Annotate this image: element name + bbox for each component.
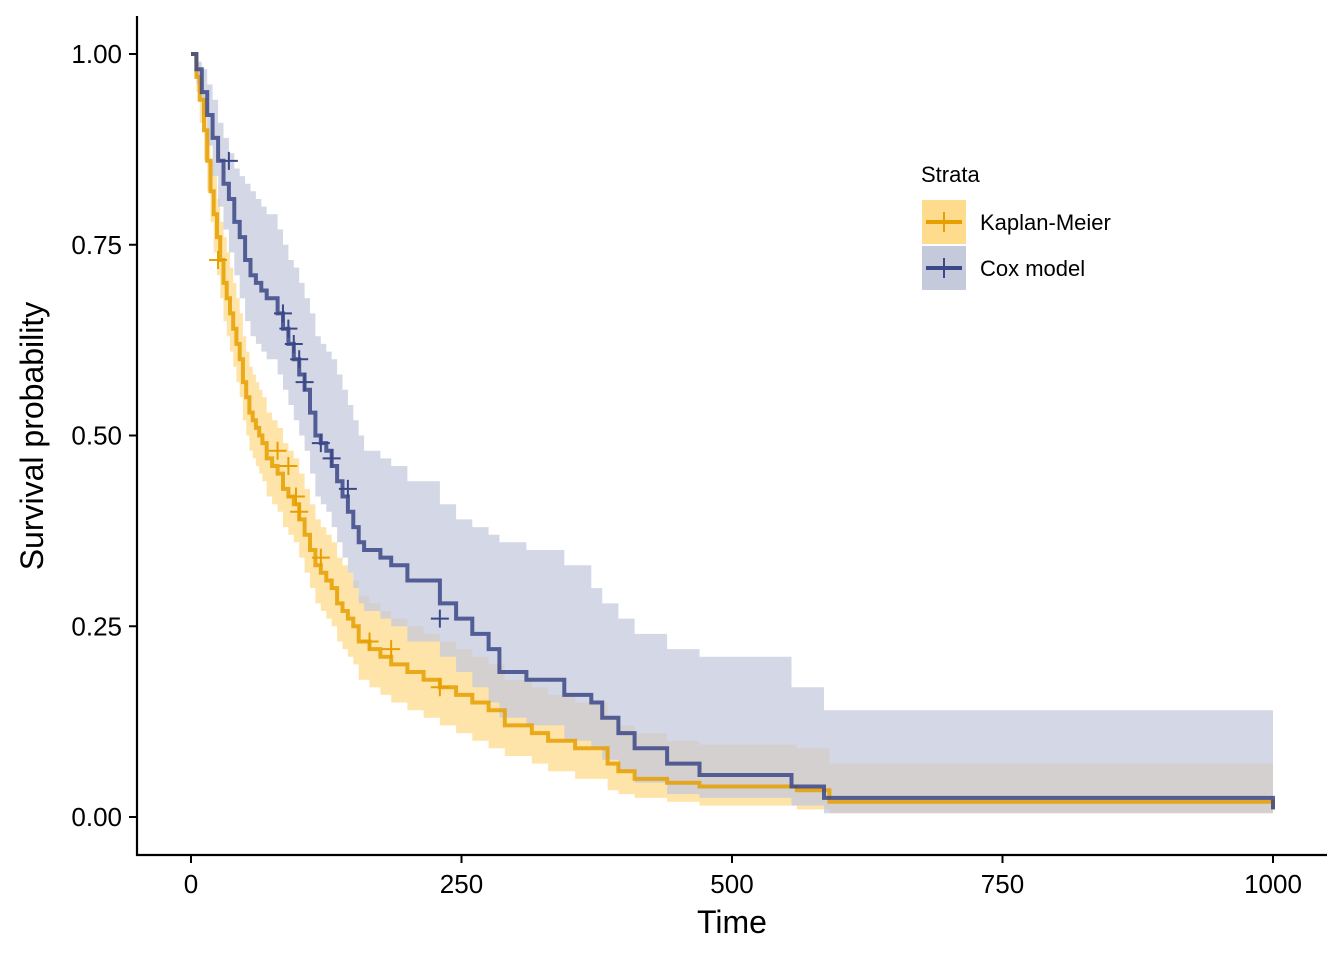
cox-model-censor-mark bbox=[273, 304, 292, 323]
legend-label: Cox model bbox=[980, 256, 1085, 281]
confidence-bands bbox=[191, 54, 1273, 817]
cox-model-censor-mark bbox=[338, 479, 357, 498]
y-tick-label: 0.75 bbox=[71, 230, 122, 260]
kaplan-meier-censor-mark bbox=[279, 457, 298, 476]
kaplan-meier-censor-mark bbox=[209, 251, 228, 270]
legend-item-kaplan-meier: Kaplan-Meier bbox=[922, 200, 1111, 244]
cox-model-censor-mark bbox=[322, 449, 341, 468]
y-axis-title: Survival probability bbox=[14, 302, 50, 571]
cox-model-confidence-band bbox=[191, 54, 1273, 817]
cox-model-censor-mark bbox=[279, 319, 298, 338]
censor-marks bbox=[209, 151, 449, 697]
kaplan-meier-censor-mark bbox=[311, 548, 330, 567]
cox-model-censor-mark bbox=[430, 609, 449, 628]
legend: Strata Kaplan-Meier Cox model bbox=[921, 162, 1111, 290]
legend-label: Kaplan-Meier bbox=[980, 210, 1111, 235]
x-tick-label: 0 bbox=[184, 869, 198, 899]
kaplan-meier-curve bbox=[191, 52, 1275, 810]
kaplan-meier-censor-mark bbox=[268, 441, 287, 460]
survival-curves bbox=[191, 52, 1275, 810]
x-tick-label: 750 bbox=[981, 869, 1024, 899]
cox-model-censor-mark bbox=[311, 434, 330, 453]
kaplan-meier-censor-mark bbox=[290, 502, 309, 521]
x-tick-label: 500 bbox=[710, 869, 753, 899]
cox-model-censor-mark bbox=[290, 350, 309, 369]
y-tick-label: 1.00 bbox=[71, 39, 122, 69]
kaplan-meier-censor-mark bbox=[286, 487, 305, 506]
y-axis-ticks: 0.00 0.25 0.50 0.75 1.00 bbox=[71, 39, 137, 832]
kaplan-meier-censor-mark bbox=[360, 632, 379, 651]
cox-model-curve bbox=[191, 52, 1275, 810]
cox-model-censor-mark bbox=[295, 373, 314, 392]
y-tick-label: 0.00 bbox=[71, 802, 122, 832]
y-tick-label: 0.25 bbox=[71, 611, 122, 641]
x-tick-label: 1000 bbox=[1244, 869, 1302, 899]
kaplan-meier-censor-mark bbox=[382, 640, 401, 659]
legend-title: Strata bbox=[921, 162, 980, 187]
x-tick-label: 250 bbox=[440, 869, 483, 899]
legend-item-cox-model: Cox model bbox=[922, 246, 1085, 290]
y-tick-label: 0.50 bbox=[71, 421, 122, 451]
kaplan-meier-censor-mark bbox=[430, 678, 449, 697]
x-axis-title: Time bbox=[697, 904, 767, 940]
cox-model-censor-mark bbox=[284, 334, 303, 353]
x-axis-ticks: 0 250 500 750 1000 bbox=[184, 855, 1302, 899]
legend-items: Kaplan-Meier Cox model bbox=[922, 200, 1111, 290]
cox-model-censor-mark bbox=[219, 151, 238, 170]
